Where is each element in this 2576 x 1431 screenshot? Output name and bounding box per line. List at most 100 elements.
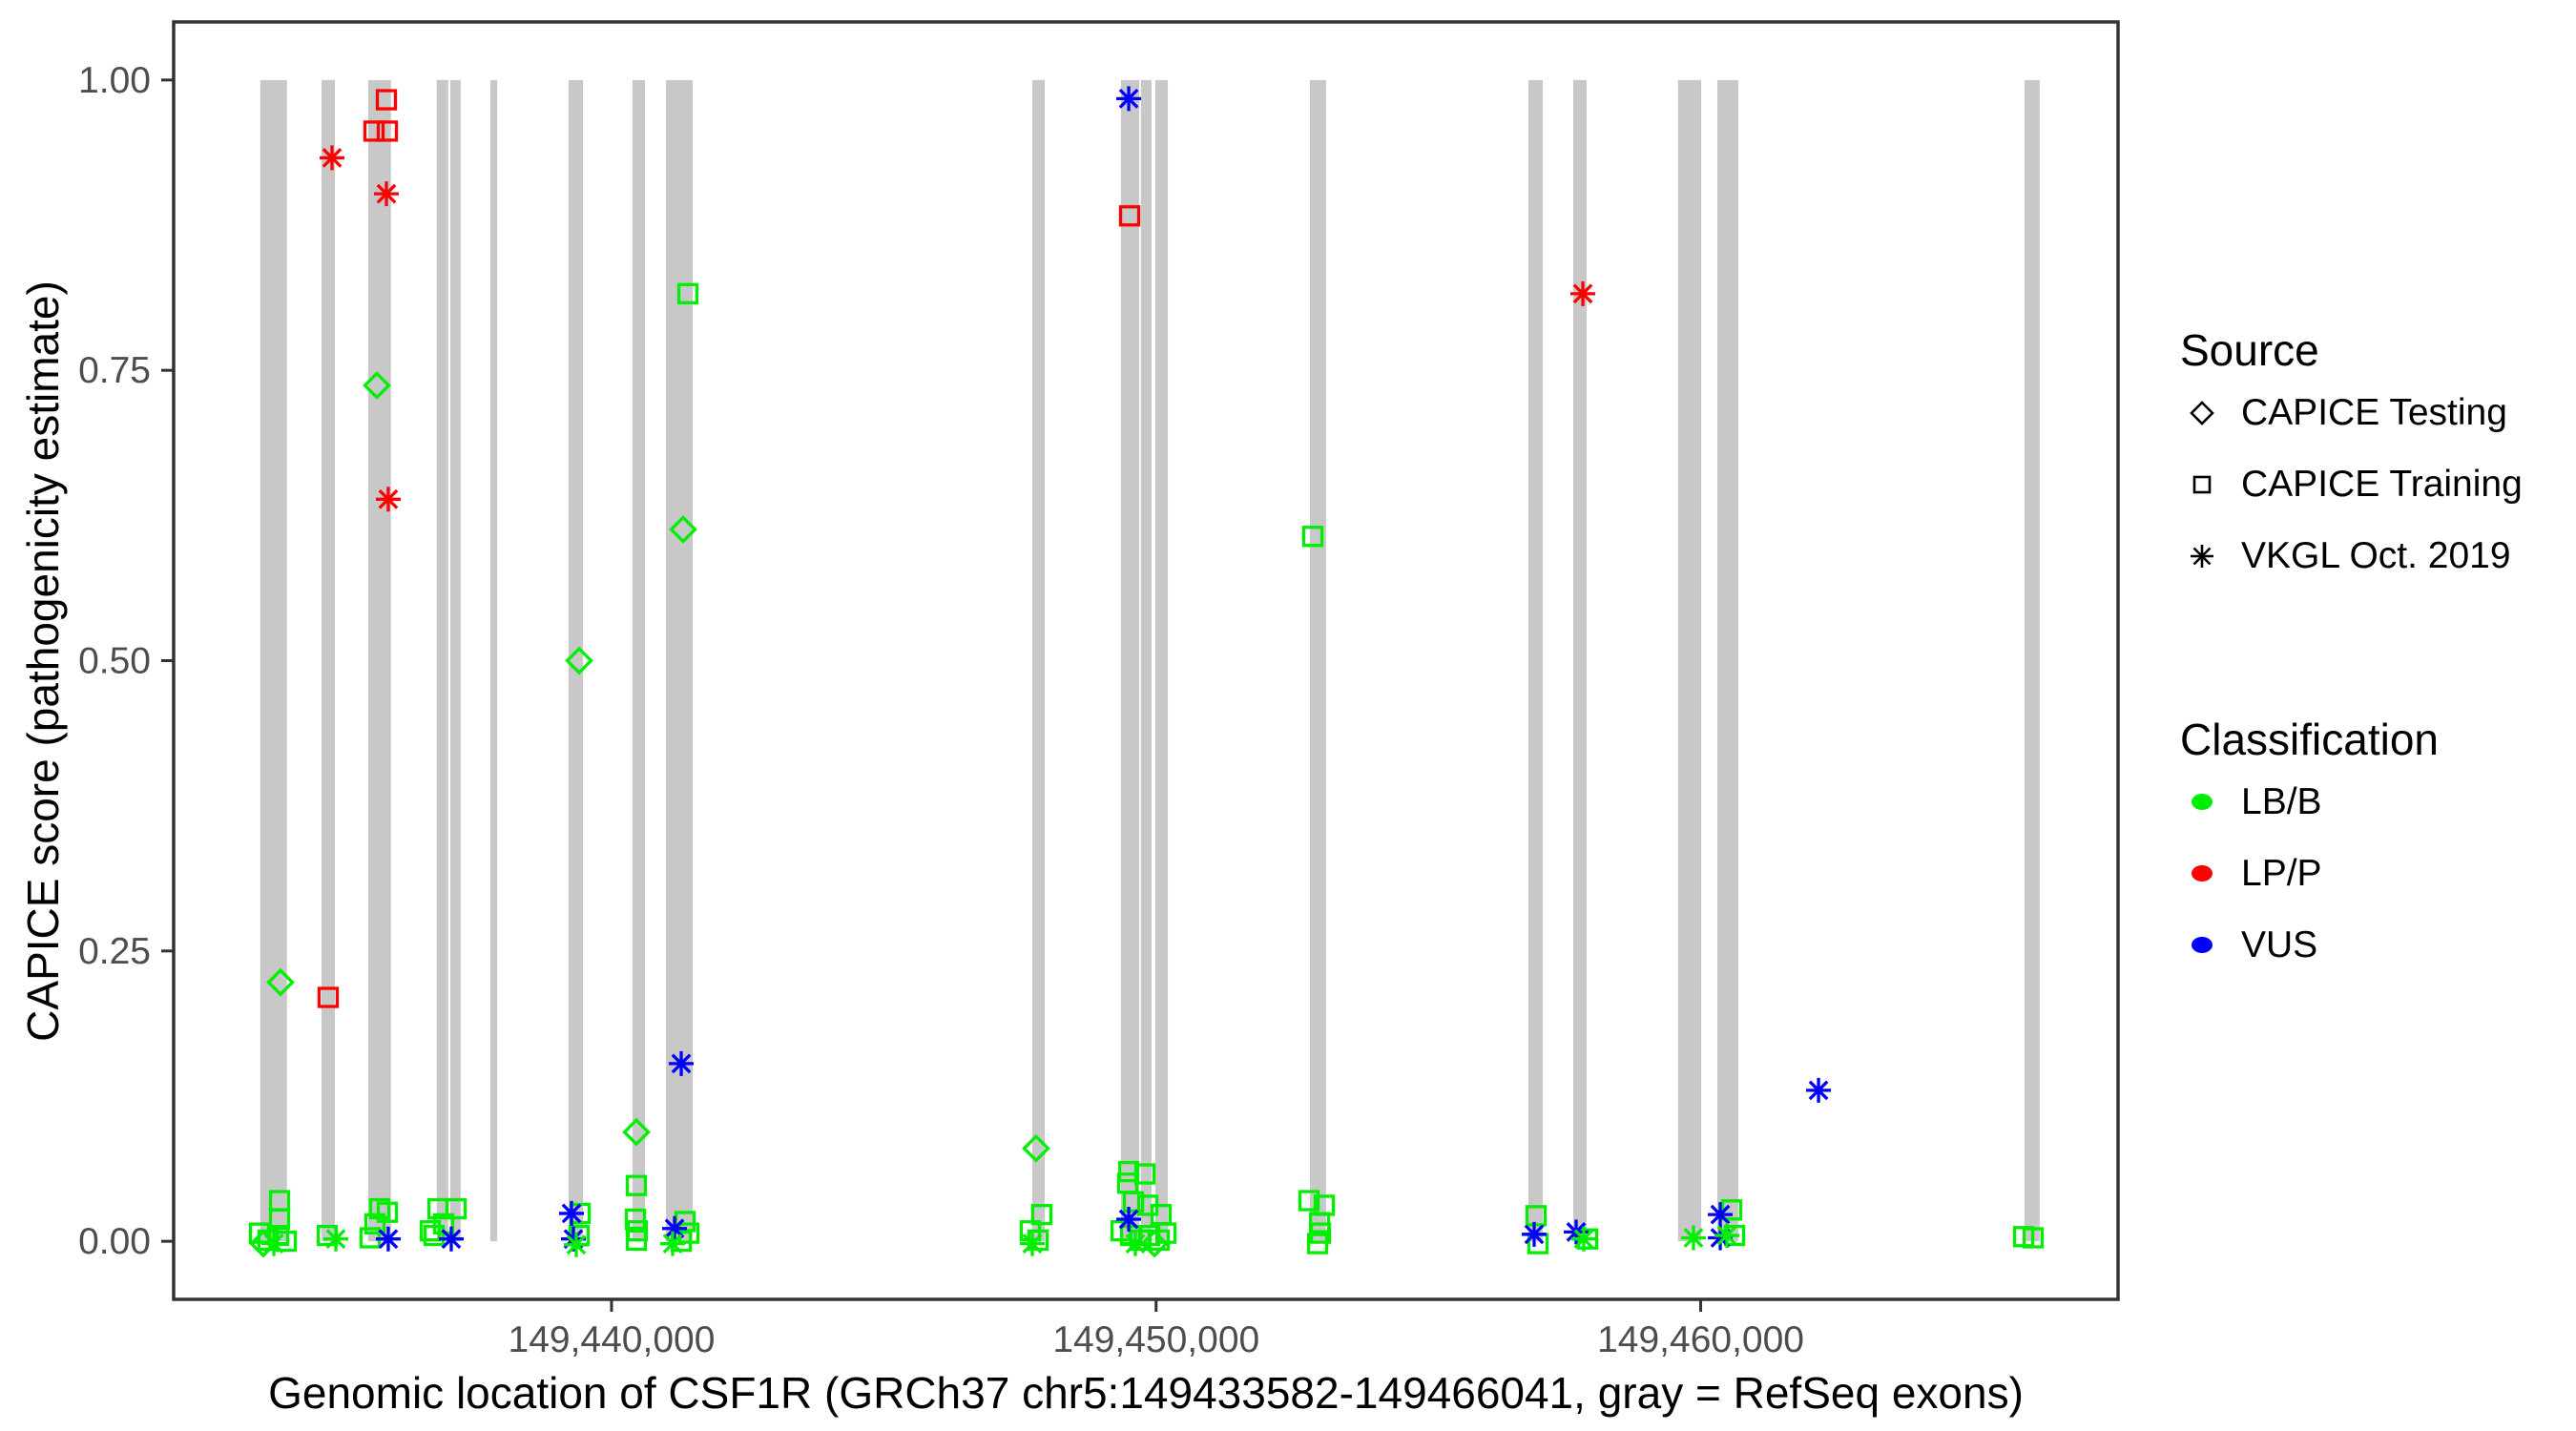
data-point-asterisk xyxy=(1019,1231,1045,1256)
red-dot-icon xyxy=(2192,865,2212,881)
exon-bar xyxy=(1716,79,1738,1242)
data-point-asterisk xyxy=(1714,1223,1739,1249)
data-point-square xyxy=(376,1201,399,1223)
data-point-square xyxy=(1306,1233,1329,1255)
y-tick-label: 1.00 xyxy=(78,60,151,101)
legend-source-title: Source xyxy=(2180,325,2319,375)
data-point-square xyxy=(2022,1227,2045,1249)
data-point-square xyxy=(625,1174,648,1196)
x-tick-label: 149,440,000 xyxy=(509,1319,716,1360)
exon-bar xyxy=(1154,79,1169,1242)
y-tick-label: 0.75 xyxy=(78,350,151,391)
data-point-asterisk xyxy=(322,1226,348,1252)
data-point-asterisk xyxy=(1570,280,1596,306)
data-point-square xyxy=(1117,1160,1140,1183)
exon-bar xyxy=(1031,79,1046,1242)
data-point-asterisk xyxy=(559,1200,585,1226)
exon-bar xyxy=(1527,79,1544,1242)
data-point-asterisk xyxy=(1708,1202,1734,1228)
legend-item-label: LB/B xyxy=(2241,780,2322,822)
exon-bar xyxy=(322,79,336,1242)
legend-item-label: VKGL Oct. 2019 xyxy=(2241,534,2511,576)
legend-item-vus: VUS xyxy=(2180,909,2562,981)
data-point-asterisk xyxy=(660,1231,686,1256)
data-point-asterisk xyxy=(1571,1226,1596,1252)
legend-item-label: LP/P xyxy=(2241,852,2322,894)
data-point-square xyxy=(268,1208,291,1231)
data-point-asterisk xyxy=(375,487,401,512)
legend-item-lbb: LB/B xyxy=(2180,766,2562,838)
data-point-asterisk xyxy=(563,1232,589,1257)
data-point-square xyxy=(445,1197,467,1220)
data-point-square xyxy=(363,120,385,142)
y-tick-label: 0.00 xyxy=(78,1221,151,1262)
exon-bar xyxy=(489,79,498,1242)
data-point-square xyxy=(624,1208,647,1231)
exon-bar xyxy=(1572,79,1587,1242)
exon-bar xyxy=(260,79,287,1242)
y-tick-label: 0.50 xyxy=(78,641,151,682)
data-point-square xyxy=(625,1229,648,1252)
data-point-asterisk xyxy=(1708,1225,1734,1251)
asterisk-icon xyxy=(2180,541,2224,571)
data-point-asterisk xyxy=(669,1050,695,1076)
data-point-square xyxy=(364,1213,386,1235)
legend-item-vkgl: VKGL Oct. 2019 xyxy=(2180,520,2562,591)
data-point-square xyxy=(1301,526,1324,548)
data-point-square xyxy=(1122,1191,1145,1213)
x-tick-label: 149,450,000 xyxy=(1052,1319,1259,1360)
data-point-asterisk xyxy=(1522,1221,1547,1247)
legend-item-label: VUS xyxy=(2241,923,2318,965)
data-point-square xyxy=(375,89,398,111)
data-point-asterisk xyxy=(374,181,400,207)
data-point-asterisk xyxy=(1806,1077,1832,1103)
panel-border xyxy=(172,20,2120,1301)
legend-item-lpp: LP/P xyxy=(2180,838,2562,909)
data-point-asterisk xyxy=(375,1226,401,1252)
data-point-square xyxy=(423,1224,446,1247)
exon-bar xyxy=(1120,79,1140,1242)
y-axis-title: CAPICE score (pathogenicity estimate) xyxy=(18,280,68,1042)
legend-item-capice-testing: CAPICE Testing xyxy=(2180,377,2562,448)
data-point-diamond xyxy=(565,646,593,675)
data-point-asterisk xyxy=(1116,86,1142,112)
data-point-square xyxy=(1030,1203,1053,1226)
data-point-square xyxy=(676,282,699,304)
exon-bar xyxy=(1140,79,1152,1242)
data-point-square xyxy=(1118,205,1141,227)
legend-item-label: CAPICE Testing xyxy=(2241,391,2507,433)
data-point-square xyxy=(1525,1205,1548,1227)
exon-bar xyxy=(666,79,694,1242)
legend-spacer xyxy=(2180,591,2562,714)
data-point-asterisk xyxy=(1123,1231,1149,1256)
data-point-asterisk xyxy=(662,1215,688,1241)
data-point-asterisk xyxy=(319,145,344,171)
data-point-square xyxy=(376,120,399,142)
data-point-asterisk xyxy=(1681,1225,1707,1251)
data-point-square xyxy=(317,986,340,1008)
exon-bar xyxy=(2024,79,2040,1242)
data-point-diamond xyxy=(669,515,697,544)
y-tick-label: 0.25 xyxy=(78,931,151,972)
x-axis-title: Genomic location of CSF1R (GRCh37 chr5:1… xyxy=(268,1368,2024,1418)
exon-bar xyxy=(1310,79,1326,1242)
legend-classification-title: Classification xyxy=(2180,715,2439,764)
green-dot-icon xyxy=(2192,794,2212,810)
square-icon xyxy=(2180,470,2224,499)
exon-bar xyxy=(436,79,448,1242)
data-point-square xyxy=(419,1220,442,1242)
data-point-asterisk xyxy=(261,1231,287,1256)
legend-item-capice-training: CAPICE Training xyxy=(2180,448,2562,520)
exon-bar xyxy=(367,79,391,1242)
exon-bar xyxy=(632,79,646,1242)
legend-item-label: CAPICE Training xyxy=(2241,463,2523,505)
exon-bar xyxy=(1677,79,1702,1242)
data-point-diamond xyxy=(622,1117,651,1147)
data-point-diamond xyxy=(266,967,295,997)
exon-bar xyxy=(450,79,461,1242)
data-point-diamond xyxy=(363,371,391,400)
legend: Source CAPICE Testing CAPICE Training xyxy=(2180,324,2562,981)
data-point-asterisk xyxy=(1116,1207,1142,1233)
